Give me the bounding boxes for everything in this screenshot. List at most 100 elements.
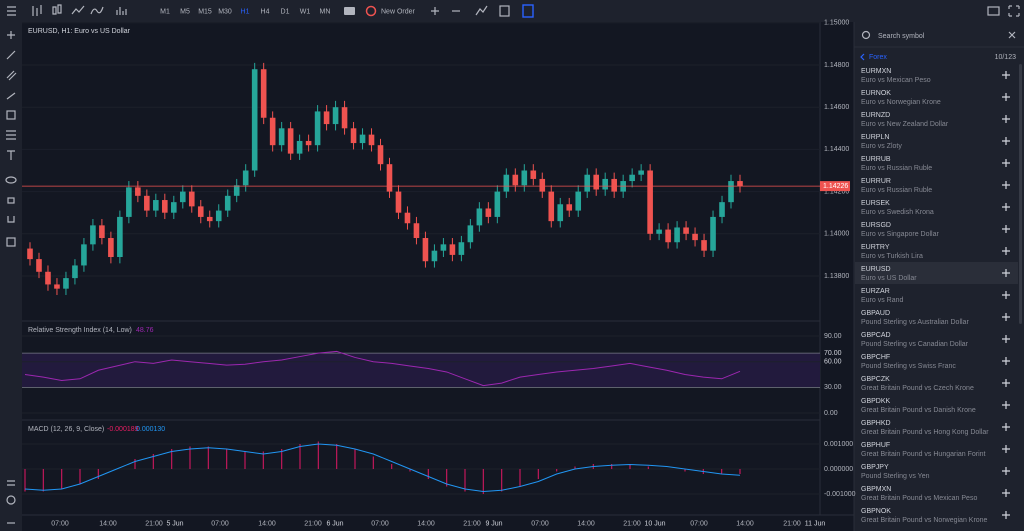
symbol-name[interactable]: Euro vs New Zealand Dollar <box>861 121 949 128</box>
new-order-icon[interactable] <box>365 5 377 17</box>
symbol-name[interactable]: Great Britain Pound vs Mexican Peso <box>861 495 977 502</box>
timeframe-button[interactable]: H1 <box>241 8 250 15</box>
symbol-code[interactable]: EURSEK <box>861 200 890 207</box>
chart-type-button[interactable] <box>32 5 42 16</box>
close-button[interactable] <box>1008 31 1016 39</box>
add-symbol-button[interactable] <box>1002 291 1010 299</box>
chart-type-button[interactable] <box>90 6 104 15</box>
panel-toggle[interactable] <box>522 4 534 18</box>
add-symbol-button[interactable] <box>1002 445 1010 453</box>
zoom-in-button[interactable] <box>431 7 439 15</box>
symbol-name[interactable]: Euro vs Swedish Krona <box>861 209 934 216</box>
timeframe-button[interactable]: M15 <box>198 8 212 15</box>
alerts-tool[interactable] <box>7 480 15 486</box>
group-name[interactable]: Forex <box>869 54 887 61</box>
symbol-code[interactable]: GBPCHF <box>861 354 890 361</box>
timeframe-button[interactable]: M1 <box>160 8 170 15</box>
timeframe-button[interactable]: M5 <box>180 8 190 15</box>
symbol-name[interactable]: Euro vs Norwegian Krone <box>861 99 941 106</box>
symbol-code[interactable]: GBPNOK <box>861 508 891 515</box>
add-symbol-button[interactable] <box>1002 225 1010 233</box>
symbol-code[interactable]: GBPDKK <box>861 398 891 405</box>
new-order-button[interactable]: New Order <box>381 8 416 15</box>
timeframe-button[interactable]: W1 <box>300 8 311 15</box>
symbol-name[interactable]: Pound Sterling vs Canadian Dollar <box>861 341 969 348</box>
symbol-name[interactable]: Great Britain Pound vs Danish Krone <box>861 407 976 414</box>
text-tool[interactable] <box>7 150 15 160</box>
symbol-name[interactable]: Euro vs Singapore Dollar <box>861 231 939 238</box>
screenshot-button[interactable] <box>344 7 355 15</box>
symbol-name[interactable]: Euro vs Zloty <box>861 143 902 150</box>
trade-button[interactable] <box>475 5 488 16</box>
symbol-code[interactable]: EURZAR <box>861 288 890 295</box>
symbol-name[interactable]: Euro vs Turkish Lira <box>861 253 923 260</box>
delete-tool[interactable] <box>7 216 15 223</box>
add-symbol-button[interactable] <box>1002 203 1010 211</box>
fullscreen-button[interactable] <box>1008 5 1020 17</box>
symbol-name[interactable]: Great Britain Pound vs Czech Krone <box>861 385 974 392</box>
timeframe-button[interactable]: H4 <box>261 8 270 15</box>
add-symbol-button[interactable] <box>1002 511 1010 519</box>
symbol-code[interactable]: EURNZD <box>861 112 890 119</box>
timeframe-button[interactable]: D1 <box>281 8 290 15</box>
symbol-code[interactable]: GBPMXN <box>861 486 891 493</box>
add-symbol-button[interactable] <box>1002 335 1010 343</box>
add-symbol-button[interactable] <box>1002 313 1010 321</box>
scrollbar[interactable] <box>1019 64 1022 324</box>
symbol-code[interactable]: EURPLN <box>861 134 889 141</box>
channel-tool[interactable] <box>6 70 17 81</box>
crosshair-tool[interactable] <box>7 31 15 39</box>
add-symbol-button[interactable] <box>1002 181 1010 189</box>
visibility-tool[interactable] <box>5 176 17 184</box>
symbol-name[interactable]: Pound Sterling vs Swiss Franc <box>861 363 956 370</box>
symbol-code[interactable]: EURRUR <box>861 178 891 185</box>
shape-tool[interactable] <box>6 110 16 120</box>
add-symbol-button[interactable] <box>1002 423 1010 431</box>
symbol-name[interactable]: Pound Sterling vs Yen <box>861 473 930 480</box>
symbol-name[interactable]: Euro vs Rand <box>861 297 904 304</box>
lock-tool[interactable] <box>7 197 15 204</box>
menu-button[interactable] <box>7 6 16 16</box>
symbol-code[interactable]: GBPJPY <box>861 464 889 471</box>
add-symbol-button[interactable] <box>1002 93 1010 101</box>
symbol-code[interactable]: EURTRY <box>861 244 890 251</box>
layers-tool[interactable] <box>6 237 16 247</box>
add-symbol-button[interactable] <box>1002 379 1010 387</box>
line-tool[interactable] <box>6 50 16 60</box>
calendar-button[interactable] <box>499 5 510 17</box>
symbol-name[interactable]: Euro vs US Dollar <box>861 275 917 282</box>
symbol-name[interactable]: Great Britain Pound vs Norwegian Krone <box>861 517 988 524</box>
symbol-code[interactable]: GBPCZK <box>861 376 890 383</box>
add-symbol-button[interactable] <box>1002 467 1010 475</box>
symbol-name[interactable]: Great Britain Pound vs Hungarian Forint <box>861 451 986 458</box>
symbol-code[interactable]: GBPAUD <box>861 310 890 317</box>
add-symbol-button[interactable] <box>1002 247 1010 255</box>
symbol-code[interactable]: EURUSD <box>861 266 891 273</box>
symbol-name[interactable]: Euro vs Russian Ruble <box>861 187 932 194</box>
symbol-name[interactable]: Euro vs Russian Ruble <box>861 165 932 172</box>
back-icon[interactable] <box>860 53 865 61</box>
symbol-code[interactable]: EURRUB <box>861 156 891 163</box>
chart-type-button[interactable] <box>52 4 62 15</box>
symbol-name[interactable]: Euro vs Mexican Peso <box>861 77 931 84</box>
camera-button[interactable] <box>987 6 1000 16</box>
symbol-code[interactable]: EURNOK <box>861 90 891 97</box>
history-tool[interactable] <box>6 495 16 505</box>
symbol-code[interactable]: GBPHUF <box>861 442 890 449</box>
add-symbol-button[interactable] <box>1002 115 1010 123</box>
symbol-code[interactable]: GBPCAD <box>861 332 891 339</box>
add-symbol-button[interactable] <box>1002 269 1010 277</box>
symbol-code[interactable]: EURSGD <box>861 222 891 229</box>
symbol-code[interactable]: GBPHKD <box>861 420 891 427</box>
symbol-name[interactable]: Pound Sterling vs Australian Dollar <box>861 319 969 326</box>
timeframe-button[interactable]: MN <box>320 8 331 15</box>
pitchfork-tool[interactable] <box>6 92 16 100</box>
add-symbol-button[interactable] <box>1002 489 1010 497</box>
add-symbol-button[interactable] <box>1002 401 1010 409</box>
add-symbol-button[interactable] <box>1002 159 1010 167</box>
search-input[interactable]: Search symbol <box>878 33 925 40</box>
symbol-code[interactable]: EURMXN <box>861 68 891 75</box>
add-symbol-button[interactable] <box>1002 71 1010 79</box>
add-symbol-button[interactable] <box>1002 137 1010 145</box>
timeframe-button[interactable]: M30 <box>218 8 232 15</box>
